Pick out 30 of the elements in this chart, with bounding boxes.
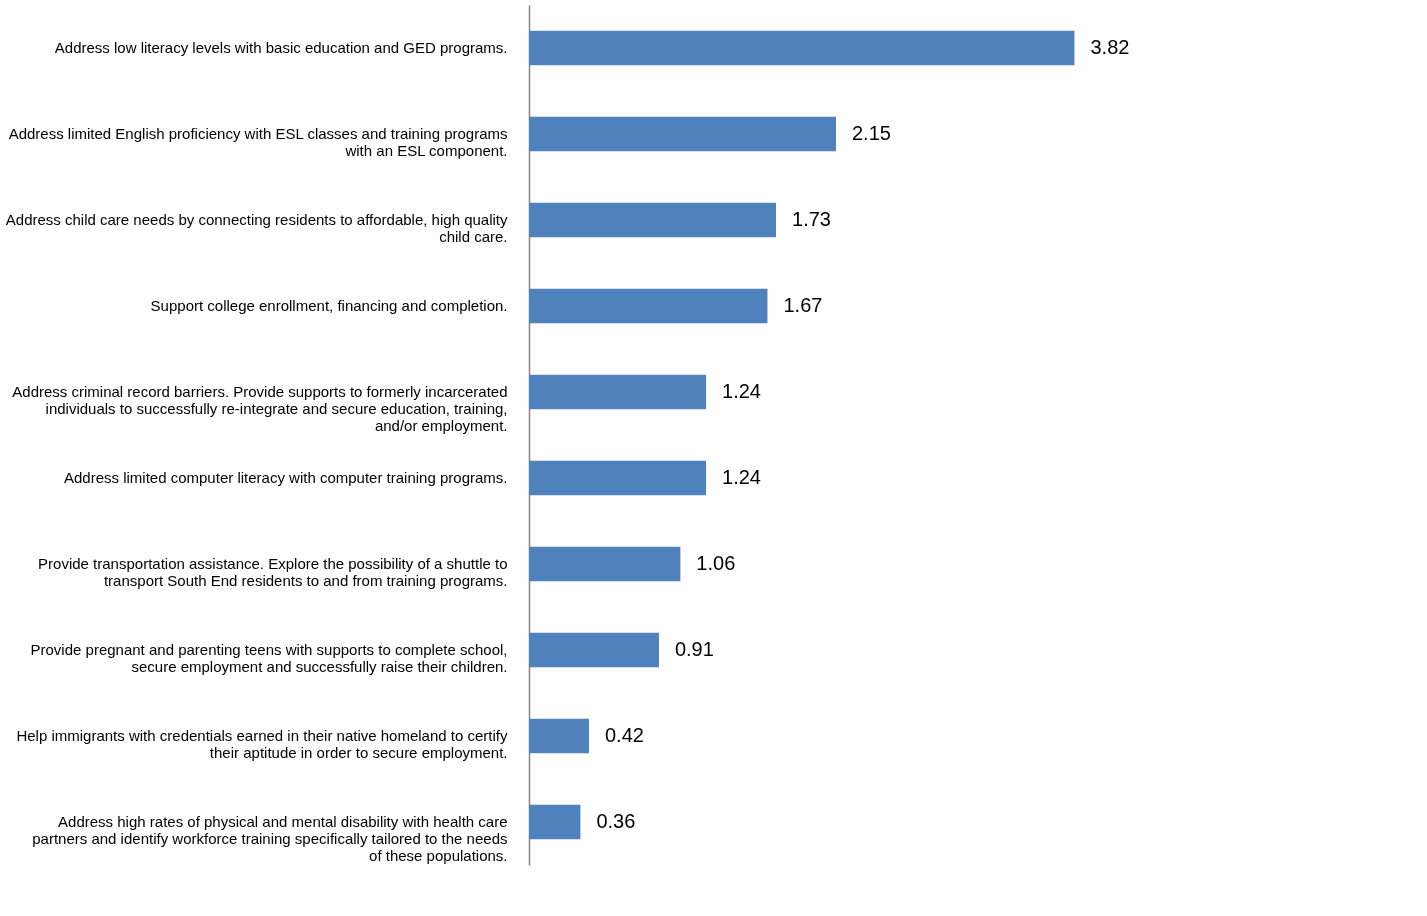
data-label: 0.91 bbox=[674, 638, 714, 660]
data-label: 3.82 bbox=[1090, 36, 1130, 58]
bar bbox=[529, 288, 768, 324]
bar bbox=[529, 804, 581, 840]
data-label: 1.24 bbox=[722, 380, 761, 402]
y-tick-label: Provide pregnant and parenting teens with supports to complete school, secure employment and successfully raise their children. bbox=[30, 641, 508, 675]
bar bbox=[529, 202, 777, 238]
y-tick-label: Address limited English proficiency with ESL classes and training programs with an ESL component. bbox=[8, 125, 508, 159]
bar bbox=[529, 116, 836, 152]
y-tick-label: Address child care needs by connecting residents to affordable, high quality child care. bbox=[5, 211, 508, 245]
bar bbox=[529, 546, 681, 582]
y-tick-label: Address limited computer literacy with computer training programs. bbox=[63, 469, 508, 486]
data-label: 1.67 bbox=[783, 294, 823, 316]
y-tick-label: Support college enrollment, financing and completion. bbox=[150, 297, 508, 314]
data-label: 1.06 bbox=[696, 552, 736, 574]
data-label: 1.73 bbox=[792, 208, 831, 230]
bar bbox=[529, 374, 707, 410]
data-label: 2.15 bbox=[852, 122, 891, 144]
data-label: 0.42 bbox=[604, 724, 644, 746]
y-tick-label: Provide transportation assistance. Explore the possibility of a shuttle to transport South End residents to and from training programs. bbox=[38, 555, 508, 589]
bar bbox=[529, 460, 707, 496]
y-tick-label: Address low literacy levels with basic education and GED programs. bbox=[54, 39, 508, 56]
bar bbox=[529, 632, 659, 668]
bar bbox=[529, 718, 589, 754]
data-label: 0.36 bbox=[596, 810, 636, 832]
y-tick-label: Help immigrants with credentials earned in their native homeland to certify their aptitude in order to secure employment. bbox=[16, 727, 508, 761]
bar bbox=[529, 30, 1075, 66]
y-tick-label: Address criminal record barriers. Provide supports to formerly incarcerated individuals to successfully re-integrate and secure education, training, and/or employment. bbox=[12, 383, 508, 434]
y-tick-label: Address high rates of physical and mental disability with health care partners and identify workforce training specifically tailored to the needs of these populations. bbox=[32, 813, 508, 864]
data-label: 1.24 bbox=[722, 466, 761, 488]
